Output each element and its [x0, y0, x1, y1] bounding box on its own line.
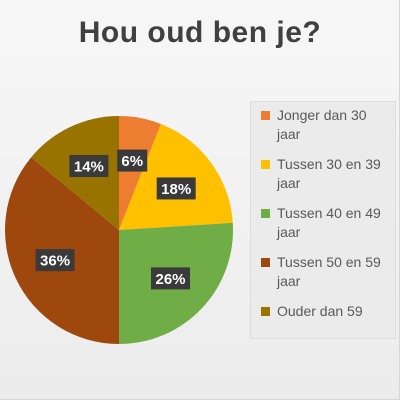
- data-label-box: [151, 267, 191, 290]
- legend-swatch: [261, 160, 270, 169]
- data-label-3: 26%: [151, 267, 191, 290]
- legend-swatch: [261, 258, 270, 267]
- data-label-text: 14%: [74, 159, 104, 176]
- data-label-2: 18%: [156, 177, 196, 200]
- chart-legend: Jonger dan 30 jaar Tussen 30 en 39 jaar Tu…: [250, 101, 396, 339]
- data-label-box: [35, 249, 75, 272]
- legend-item-3: Tussen 40 en 49 jaar: [261, 204, 389, 242]
- legend-label: Jonger dan 30 jaar: [277, 107, 367, 142]
- legend-label: Tussen 30 en 39 jaar: [277, 156, 381, 191]
- legend-swatch: [261, 307, 270, 316]
- pie-data-labels: 6% 18% 26% 36% 14%: [35, 149, 196, 290]
- legend-item-4: Tussen 50 en 59 jaar: [261, 253, 389, 291]
- data-label-text: 26%: [156, 271, 186, 288]
- legend-label: Tussen 40 en 49 jaar: [277, 205, 381, 240]
- legend-item-2: Tussen 30 en 39 jaar: [261, 155, 389, 193]
- legend-swatch: [261, 111, 270, 120]
- legend-label: Ouder dan 59: [277, 303, 363, 319]
- data-label-text: 6%: [121, 153, 143, 170]
- data-label-box: [156, 177, 196, 200]
- data-label-1: 6%: [117, 149, 148, 172]
- data-label-box: [69, 155, 109, 178]
- data-label-box: [117, 149, 148, 172]
- legend-item-5: Ouder dan 59: [261, 302, 389, 321]
- legend-swatch: [261, 209, 270, 218]
- data-label-5: 14%: [69, 155, 109, 178]
- pie-slice-2: [119, 124, 233, 230]
- data-label-text: 18%: [161, 181, 191, 198]
- legend-label: Tussen 50 en 59 jaar: [277, 254, 381, 289]
- data-label-4: 36%: [35, 249, 75, 272]
- data-label-text: 36%: [40, 253, 70, 270]
- pie-slice-1: [119, 116, 161, 230]
- legend-item-1: Jonger dan 30 jaar: [261, 106, 389, 144]
- chart-title: Hou oud ben je?: [78, 16, 322, 49]
